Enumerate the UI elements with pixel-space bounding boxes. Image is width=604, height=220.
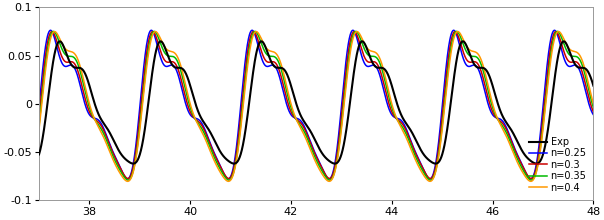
- Line: n=0.4: n=0.4: [39, 31, 593, 181]
- n=0.35: [150, 30, 158, 33]
- Exp: [231, 162, 238, 165]
- Exp: [579, 66, 586, 69]
- n=0.4: [454, 30, 461, 33]
- Exp: [36, 153, 43, 156]
- n=0.3: [248, 32, 255, 35]
- Legend: Exp, n=0.25, n=0.3, n=0.35, n=0.4: Exp, n=0.25, n=0.3, n=0.35, n=0.4: [527, 135, 588, 195]
- n=0.35: [36, 124, 43, 127]
- n=0.25: [248, 29, 255, 32]
- n=0.3: [98, 126, 106, 129]
- n=0.4: [272, 52, 279, 55]
- n=0.4: [98, 133, 106, 136]
- n=0.25: [99, 125, 106, 127]
- Exp: [132, 162, 139, 164]
- n=0.3: [527, 177, 535, 180]
- n=0.35: [579, 66, 586, 68]
- n=0.25: [225, 178, 232, 180]
- n=0.3: [519, 166, 527, 169]
- Exp: [98, 120, 106, 123]
- Exp: [359, 40, 366, 43]
- n=0.3: [579, 73, 586, 75]
- n=0.3: [132, 155, 139, 158]
- n=0.3: [36, 115, 43, 118]
- n=0.3: [250, 30, 257, 33]
- n=0.4: [36, 128, 43, 130]
- n=0.35: [225, 179, 233, 182]
- Line: n=0.3: n=0.3: [39, 32, 593, 179]
- Line: n=0.35: n=0.35: [39, 31, 593, 180]
- n=0.35: [272, 57, 280, 59]
- n=0.4: [248, 40, 255, 42]
- n=0.25: [590, 113, 597, 116]
- n=0.25: [579, 79, 586, 82]
- n=0.25: [519, 166, 527, 168]
- n=0.35: [248, 35, 255, 37]
- n=0.4: [579, 61, 586, 64]
- n=0.35: [132, 160, 139, 163]
- n=0.25: [132, 148, 139, 151]
- Exp: [590, 84, 597, 87]
- Exp: [272, 66, 280, 69]
- Exp: [519, 151, 527, 154]
- n=0.3: [590, 110, 597, 113]
- n=0.35: [590, 106, 597, 109]
- n=0.4: [326, 180, 333, 183]
- n=0.4: [590, 103, 597, 105]
- n=0.25: [47, 29, 54, 32]
- Line: Exp: Exp: [39, 41, 593, 164]
- n=0.4: [132, 162, 139, 164]
- Line: n=0.25: n=0.25: [39, 30, 593, 179]
- n=0.4: [519, 172, 527, 174]
- n=0.25: [36, 105, 43, 108]
- Exp: [248, 81, 255, 83]
- n=0.25: [272, 66, 280, 69]
- n=0.35: [519, 169, 527, 172]
- n=0.3: [272, 62, 280, 65]
- n=0.35: [98, 130, 106, 132]
